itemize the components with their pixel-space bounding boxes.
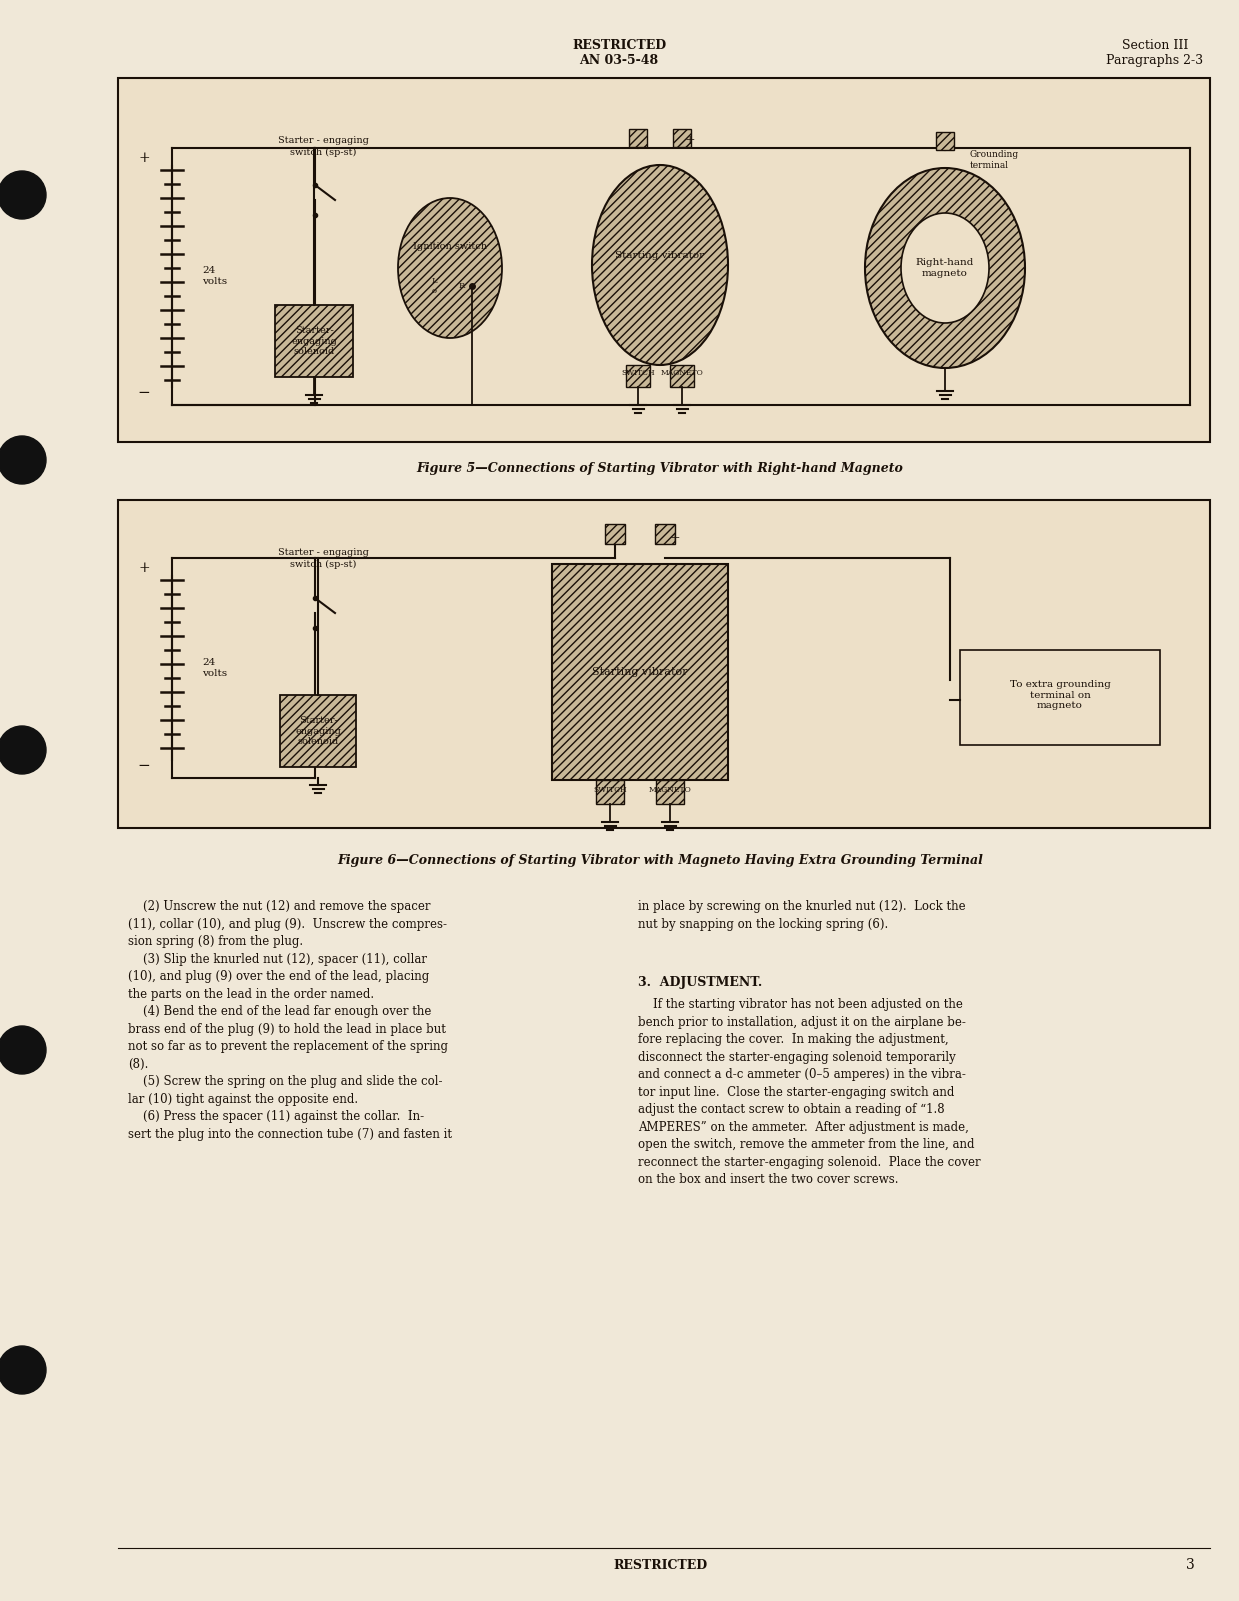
Ellipse shape (901, 213, 989, 323)
Text: RESTRICTED: RESTRICTED (572, 38, 667, 51)
Circle shape (0, 1346, 46, 1394)
Text: MAGNETO: MAGNETO (649, 786, 691, 794)
Text: SWITCH: SWITCH (593, 786, 627, 794)
Ellipse shape (398, 199, 502, 338)
Text: Starter - engaging: Starter - engaging (278, 136, 368, 146)
Text: 24
volts: 24 volts (202, 658, 227, 677)
Text: +: + (139, 560, 150, 575)
Circle shape (0, 171, 46, 219)
Circle shape (0, 725, 46, 773)
Text: switch (sp-st): switch (sp-st) (290, 560, 356, 568)
Text: +: + (139, 150, 150, 165)
Text: To extra grounding
terminal on
magneto: To extra grounding terminal on magneto (1010, 680, 1110, 709)
Bar (960, 650, 1160, 744)
Bar (275, 306, 353, 376)
FancyBboxPatch shape (553, 564, 729, 780)
Bar (118, 78, 1211, 442)
Text: SWITCH: SWITCH (621, 368, 655, 376)
Text: Section III: Section III (1121, 38, 1188, 51)
Text: Right-hand
magneto: Right-hand magneto (916, 258, 974, 277)
Text: MAGNETO: MAGNETO (660, 368, 704, 376)
Text: RESTRICTED: RESTRICTED (613, 1558, 707, 1572)
Text: If the starting vibrator has not been adjusted on the
bench prior to installatio: If the starting vibrator has not been ad… (638, 997, 980, 1186)
Text: Starting vibrator: Starting vibrator (616, 250, 705, 259)
Text: Starter-
engaging
solenoid: Starter- engaging solenoid (295, 716, 341, 746)
Text: Starting vibrator: Starting vibrator (592, 668, 688, 677)
Ellipse shape (592, 165, 729, 365)
Text: in place by screwing on the knurled nut (12).  Lock the
nut by snapping on the l: in place by screwing on the knurled nut … (638, 900, 965, 930)
Text: AN 03-5-48: AN 03-5-48 (580, 53, 659, 67)
Bar (655, 780, 684, 804)
Text: −: − (138, 759, 150, 773)
Bar (605, 524, 624, 544)
Text: Paragraphs 2-3: Paragraphs 2-3 (1106, 53, 1203, 67)
Text: 24
volts: 24 volts (202, 266, 227, 285)
Bar (935, 131, 954, 150)
Bar (280, 695, 356, 767)
Circle shape (0, 1026, 46, 1074)
Bar (626, 365, 650, 387)
Text: L
o: L o (431, 277, 437, 295)
Text: 3.  ADJUSTMENT.: 3. ADJUSTMENT. (638, 977, 762, 989)
Text: +: + (685, 133, 695, 147)
Text: switch (sp-st): switch (sp-st) (290, 147, 356, 157)
Bar (655, 524, 675, 544)
Text: R: R (458, 282, 465, 290)
Ellipse shape (865, 168, 1025, 368)
Text: Ignition switch: Ignition switch (413, 242, 487, 250)
Bar (596, 780, 624, 804)
Bar (629, 130, 647, 147)
Bar (673, 130, 691, 147)
Text: Figure 6—Connections of Starting Vibrator with Magneto Having Extra Grounding Te: Figure 6—Connections of Starting Vibrato… (337, 853, 983, 866)
Text: (2) Unscrew the nut (12) and remove the spacer
(11), collar (10), and plug (9). : (2) Unscrew the nut (12) and remove the … (128, 900, 452, 1140)
Bar (280, 695, 356, 767)
Bar (275, 306, 353, 376)
Text: +: + (670, 532, 680, 544)
Bar (118, 500, 1211, 828)
Text: Figure 5—Connections of Starting Vibrator with Right-hand Magneto: Figure 5—Connections of Starting Vibrato… (416, 461, 903, 474)
Text: −: − (138, 386, 150, 400)
Bar (670, 365, 694, 387)
Text: Grounding
terminal: Grounding terminal (970, 150, 1020, 170)
Text: Starter-
engaging
solenoid: Starter- engaging solenoid (291, 327, 337, 355)
Text: Starter - engaging: Starter - engaging (278, 548, 368, 557)
Text: 3: 3 (1186, 1558, 1194, 1572)
Circle shape (0, 435, 46, 484)
